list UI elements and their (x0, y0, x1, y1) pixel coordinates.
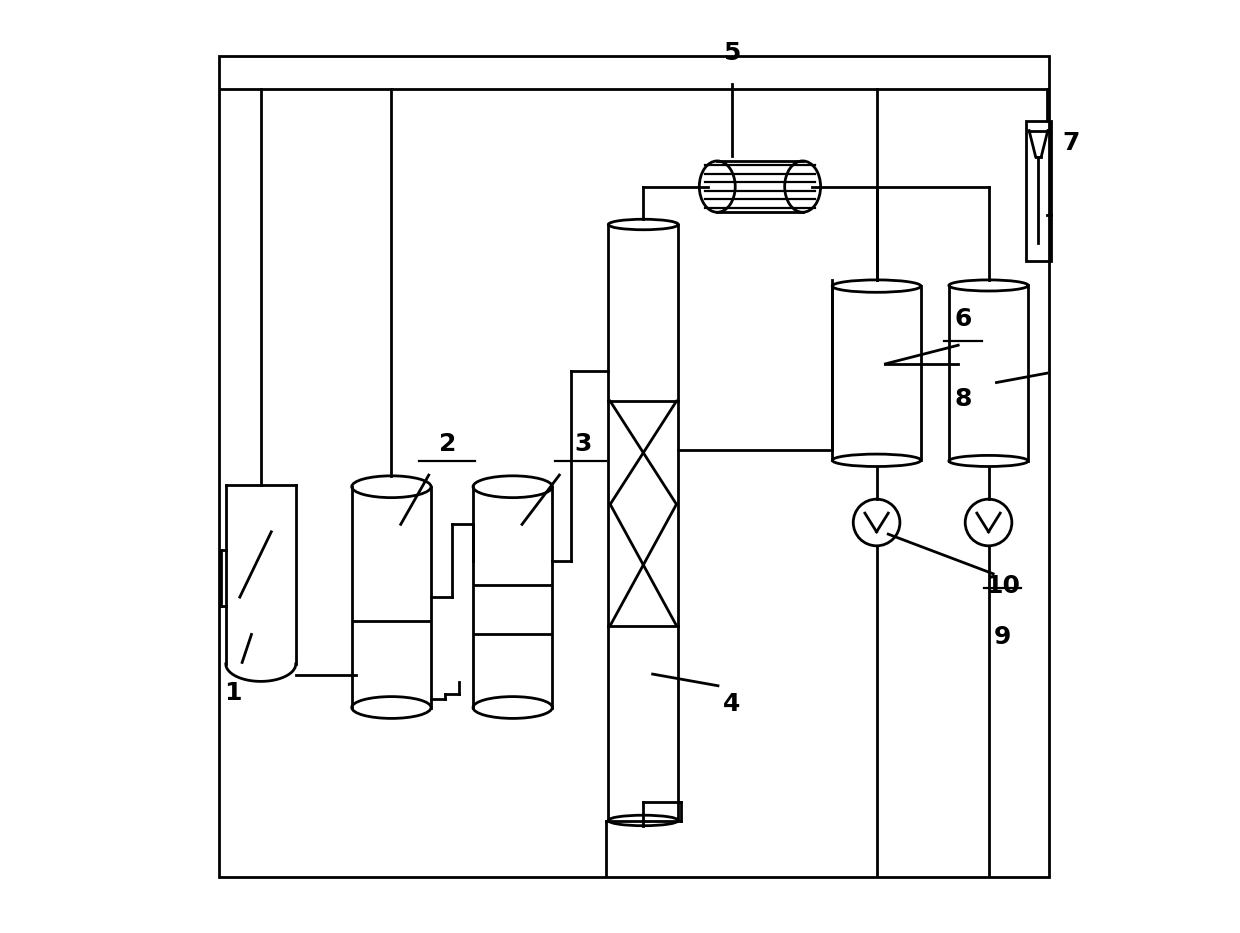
Text: 4: 4 (723, 692, 740, 717)
Text: 5: 5 (723, 41, 740, 65)
Text: 9: 9 (993, 625, 1011, 649)
Text: 7: 7 (1063, 131, 1080, 155)
Text: 10: 10 (985, 574, 1021, 598)
Text: 8: 8 (955, 387, 972, 411)
Text: 1: 1 (224, 681, 242, 705)
Text: 3: 3 (574, 432, 591, 456)
Bar (1025, 121, 1052, 261)
Bar (218, 56, 1049, 877)
Text: 6: 6 (955, 307, 972, 331)
Text: 2: 2 (439, 432, 456, 456)
